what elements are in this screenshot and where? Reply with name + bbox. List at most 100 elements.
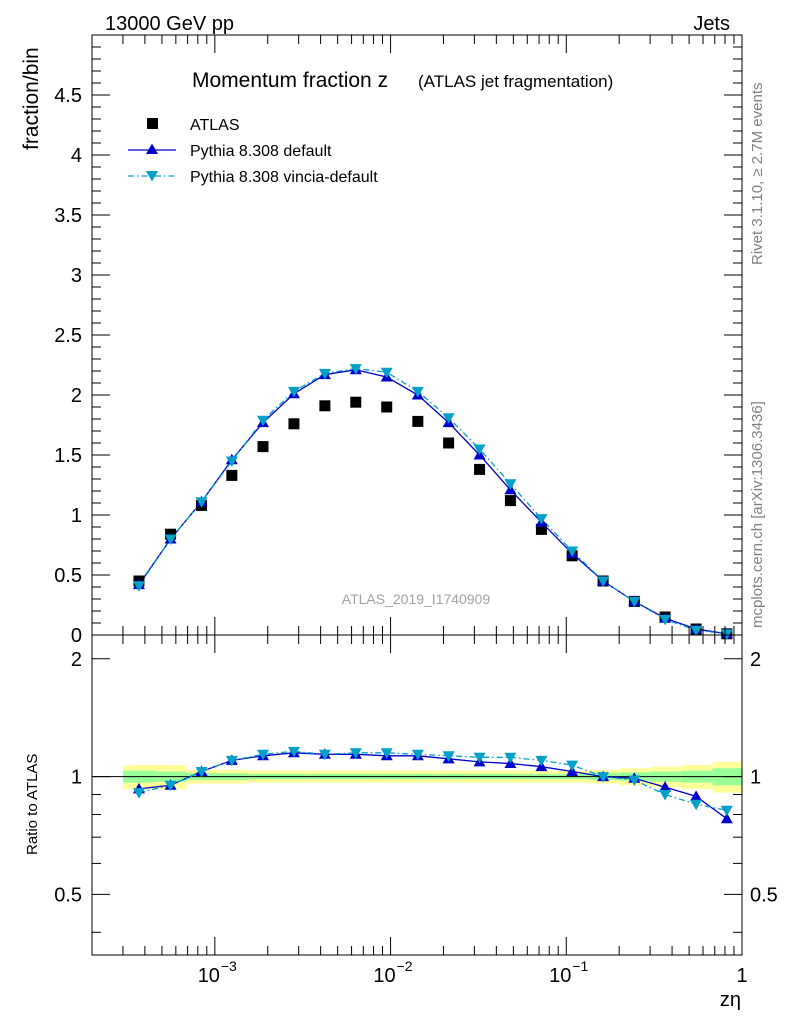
ratio-pythia-vincia-point (225, 755, 238, 767)
atlas-data-point (226, 469, 238, 481)
ratio-pythia-vincia-point (318, 749, 331, 761)
pythia-vincia-point (318, 368, 331, 380)
main-subtitle: (ATLAS jet fragmentation) (418, 72, 613, 91)
pythia-vincia-point (659, 614, 672, 626)
main-y-tick-label: 3.5 (54, 205, 82, 227)
ratio-panel: 0.5 0.51 12 2 10 −3 10 −2 10 −1 1 Ratio to ATLAS … (24, 634, 778, 1011)
ratio-pythia-vincia-point (164, 780, 177, 792)
legend-marker-pythia-vincia (146, 171, 158, 182)
pythia-vincia-point (504, 479, 517, 490)
legend-marker-atlas (147, 118, 158, 129)
x-tick-exponent: −1 (572, 958, 588, 974)
atlas-data-point (504, 495, 516, 507)
ratio-pythia-default-point (659, 781, 672, 792)
main-y-tick-label: 2.5 (54, 325, 82, 347)
main-y-tick-label: 1 (71, 505, 82, 527)
pythia-vincia-point (566, 546, 579, 557)
pythia-vincia-point (473, 444, 486, 455)
pythia-vincia-point (535, 514, 548, 525)
ratio-pythia-vincia-point (349, 748, 362, 759)
ratio-pythia-vincia-point (690, 799, 703, 811)
legend-label-pythia-vincia: Pythia 8.308 vincia-default (190, 169, 378, 186)
pythia-vincia-point (132, 581, 145, 592)
header-energy-label: 13000 GeV pp (105, 13, 234, 35)
atlas-data-point (288, 418, 300, 430)
x-tick-exponent: −3 (221, 958, 237, 974)
x-tick-label: 1 (736, 965, 747, 987)
ratio-pythia-vincia-point (257, 749, 270, 761)
ratio-pythia-vincia-point (659, 789, 672, 801)
pythia-vincia-point (442, 413, 455, 424)
x-tick-label: 10 (373, 965, 395, 987)
ratio-y-axis-label: Ratio to ATLAS (24, 754, 41, 855)
legend-entry-atlas: ATLAS (147, 117, 240, 134)
ratio-pythia-vincia-point (720, 805, 733, 817)
ratio-pythia-vincia-point (195, 767, 208, 778)
main-y-tick-label: 4.5 (54, 85, 82, 107)
atlas-data-point (535, 523, 547, 535)
main-y-tick-label: 0.5 (54, 565, 82, 587)
pythia-vincia-point (225, 456, 238, 467)
atlas-data-point (319, 400, 331, 412)
header-process-label: Jets (693, 13, 730, 35)
legend-marker-pythia-default (146, 143, 158, 154)
rivet-version-label: Rivet 3.1.10, ≥ 2.7M events (749, 83, 766, 266)
ratio-plot-frame (91, 634, 743, 956)
pythia-vincia-point (257, 415, 270, 427)
pythia-vincia-point (349, 364, 362, 375)
atlas-data-point (257, 441, 269, 453)
legend-entry-pythia-default: Pythia 8.308 default (128, 143, 332, 160)
atlas-data-point (474, 463, 486, 475)
mcplots-source-label: mcplots.cern.ch [arXiv:1306.3436] (749, 401, 766, 628)
legend-entry-pythia-vincia: Pythia 8.308 vincia-default (128, 169, 378, 186)
ratio-y-tick-label-right: 0.5 (750, 884, 778, 906)
main-y-tick-label: 3 (71, 265, 82, 287)
ratio-y-tick-label-right: 2 (750, 649, 761, 671)
main-y-tick-label: 2 (71, 385, 82, 407)
pythia-vincia-point (411, 386, 424, 398)
ratio-pythia-vincia-point (535, 755, 548, 767)
atlas-data-point (443, 437, 455, 449)
ratio-pythia-default-point (690, 790, 703, 801)
main-y-tick-label: 4 (71, 145, 82, 167)
main-y-tick-label: 1.5 (54, 445, 82, 467)
pythia-vincia-point (628, 596, 641, 608)
ratio-pythia-vincia-point (504, 752, 517, 764)
x-tick-exponent: −2 (397, 958, 413, 974)
ratio-pythia-vincia-point (566, 760, 579, 772)
ratio-pythia-vincia-point (442, 751, 455, 762)
atlas-data-point (381, 401, 393, 413)
ratio-pythia-vincia-point (473, 752, 486, 764)
legend-label-pythia-default: Pythia 8.308 default (190, 143, 332, 160)
ratio-pythia-vincia-point (287, 746, 300, 758)
ratio-pythia-vincia-point (597, 772, 610, 783)
pythia-vincia-point (287, 386, 300, 398)
x-axis-label: zη (720, 989, 741, 1011)
x-tick-label: 10 (549, 965, 571, 987)
main-y-axis-label: fraction/bin (20, 47, 43, 150)
legend-label-atlas: ATLAS (190, 117, 240, 134)
atlas-data-point (350, 396, 362, 408)
pythia-vincia-point (195, 497, 208, 508)
analysis-watermark: ATLAS_2019_I1740909 (342, 591, 491, 607)
main-panel: 0 0.5 1 1.5 2 2.5 3 3.5 4 4.5 Momentum fraction z… (20, 34, 743, 647)
pythia-vincia-point (597, 576, 610, 587)
pythia-vincia-point (164, 534, 177, 545)
ratio-line-pythia-vincia (138, 750, 728, 811)
ratio-pythia-vincia-point (132, 788, 145, 799)
x-tick-label: 10 (198, 965, 220, 987)
ratio-pythia-vincia-point (628, 775, 641, 786)
ratio-y-tick-label-right: 1 (750, 767, 761, 789)
pythia-vincia-point (380, 367, 393, 379)
pythia-vincia-point (690, 625, 703, 637)
main-y-tick-label: 0 (71, 625, 82, 647)
legend: ATLAS Pythia 8.308 default Pythia 8.308 … (128, 117, 378, 186)
ratio-pythia-default-point (720, 812, 733, 824)
ratio-y-tick-label-left: 0.5 (54, 884, 82, 906)
ratio-pythia-vincia-point (411, 749, 424, 761)
ratio-pythia-vincia-point (380, 748, 393, 759)
main-title: Momentum fraction z (192, 69, 388, 92)
atlas-data-point (412, 415, 424, 427)
ratio-y-tick-label-left: 1 (71, 767, 82, 789)
